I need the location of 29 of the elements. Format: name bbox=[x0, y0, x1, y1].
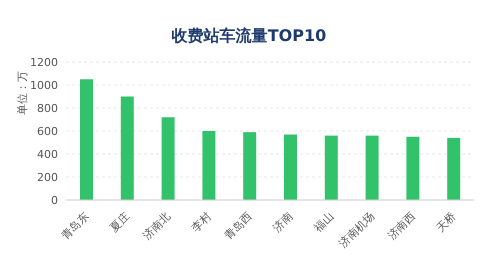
y-tick-label: 600 bbox=[37, 124, 58, 138]
y-axis-title: 单位：万 bbox=[16, 71, 29, 115]
x-tick-label: 天桥 bbox=[434, 210, 459, 235]
bar bbox=[284, 134, 297, 200]
y-tick-label: 800 bbox=[37, 102, 58, 115]
bar bbox=[243, 132, 256, 200]
x-tick-label: 济南西 bbox=[385, 210, 418, 242]
y-tick-label: 400 bbox=[37, 148, 58, 161]
y-tick-label: 200 bbox=[37, 170, 58, 184]
bar bbox=[366, 136, 379, 200]
bar bbox=[162, 117, 175, 200]
x-tick-label: 夏庄 bbox=[107, 210, 132, 235]
y-tick-label: 1000 bbox=[30, 78, 58, 92]
bar bbox=[202, 131, 216, 200]
bar bbox=[447, 138, 460, 200]
bar bbox=[324, 136, 338, 200]
y-tick-label: 1200 bbox=[30, 56, 58, 69]
x-tick-label: 李村 bbox=[189, 210, 214, 235]
y-tick-label: 0 bbox=[51, 194, 58, 207]
x-tick-label: 青岛西 bbox=[222, 210, 255, 242]
bar bbox=[80, 79, 93, 200]
bar bbox=[120, 96, 134, 200]
x-tick-label: 青岛东 bbox=[58, 210, 92, 242]
x-tick-label: 济南 bbox=[270, 210, 296, 235]
bar bbox=[406, 136, 420, 200]
chart-title: 收费站车流量TOP10 bbox=[170, 25, 328, 47]
x-tick-label: 济南机场 bbox=[336, 210, 377, 250]
x-tick-label: 济南北 bbox=[140, 210, 173, 242]
x-tick-label: 福山 bbox=[311, 210, 336, 235]
